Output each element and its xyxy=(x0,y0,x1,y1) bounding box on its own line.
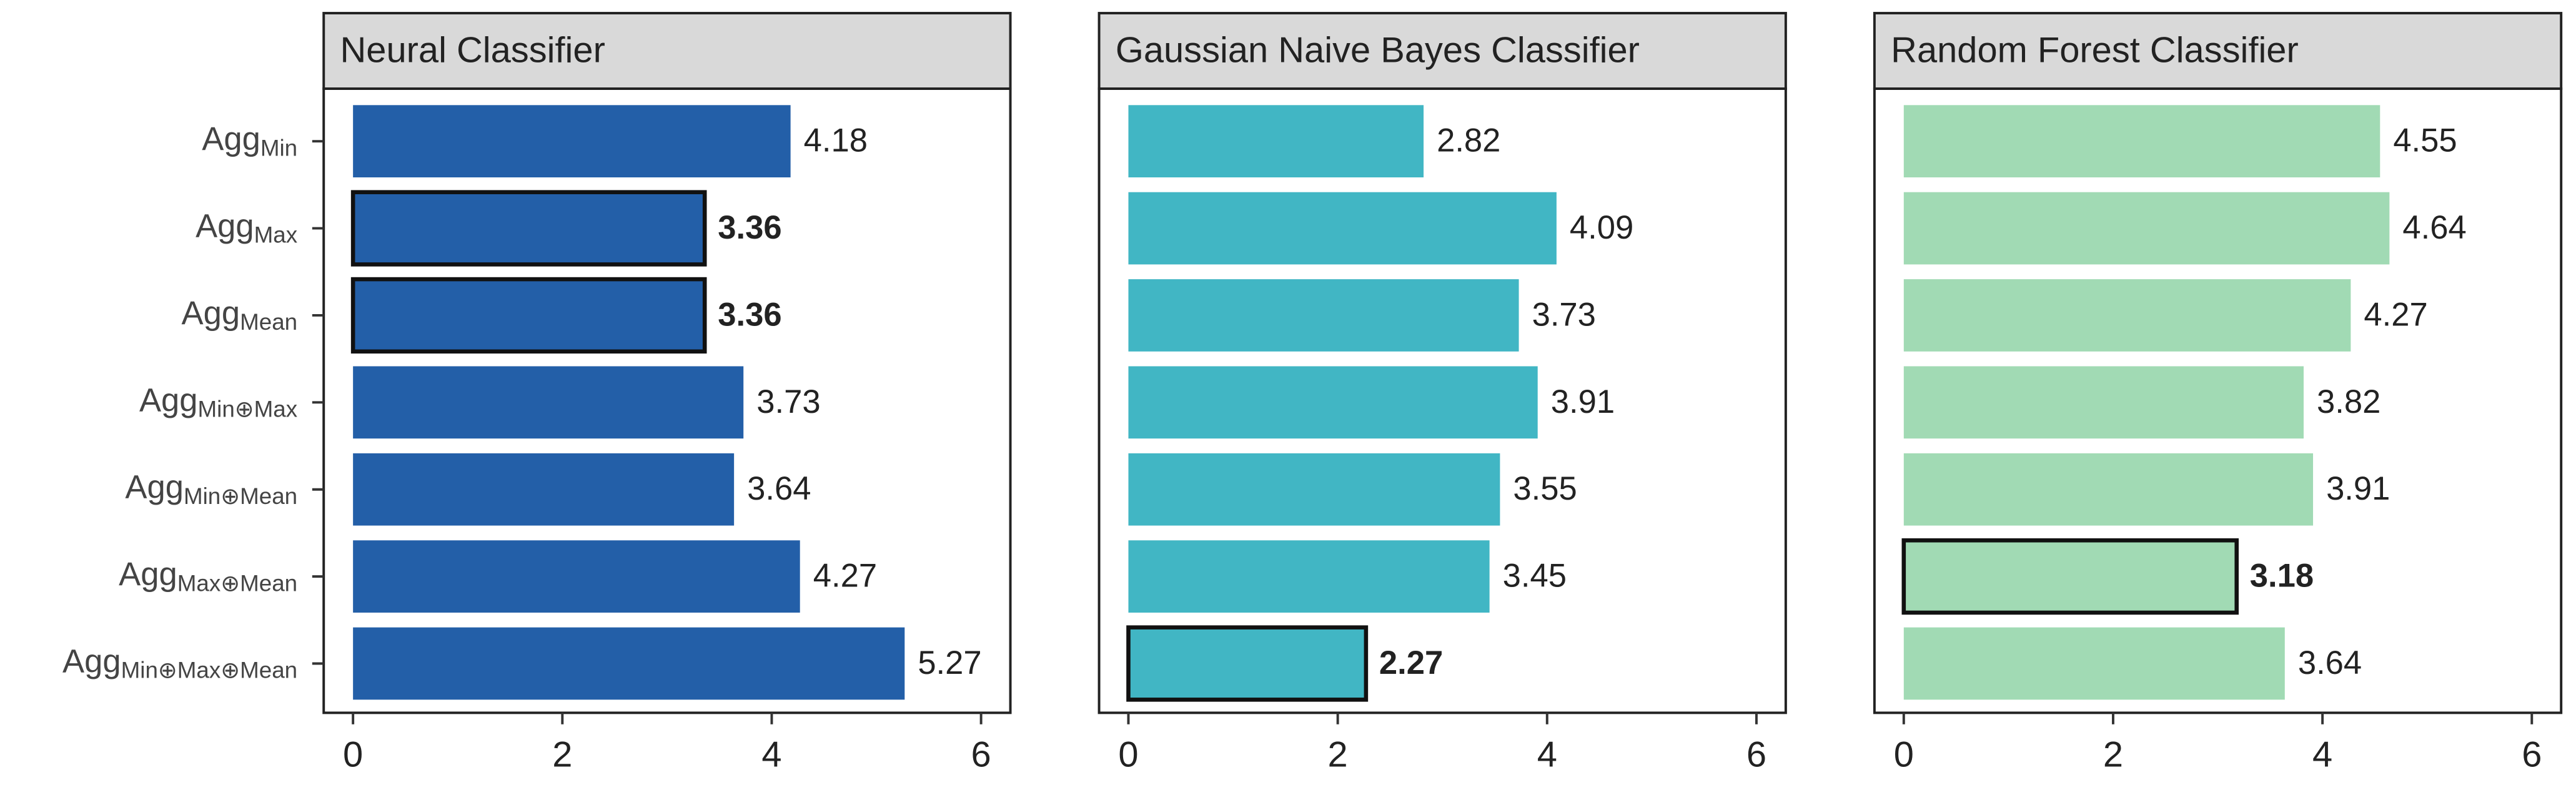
value-label: 3.36 xyxy=(718,296,781,333)
bar xyxy=(1126,625,1369,702)
bar xyxy=(1903,627,2285,700)
label-sub: Min xyxy=(260,135,297,160)
value-label: 3.55 xyxy=(1513,470,1577,507)
bar xyxy=(353,453,735,526)
bar xyxy=(1128,453,1500,526)
value-label: 3.64 xyxy=(747,470,811,507)
panel xyxy=(322,87,1012,714)
bar xyxy=(350,277,707,354)
bar xyxy=(1128,366,1538,439)
x-tick-label: 4 xyxy=(761,735,781,775)
x-tick-label: 4 xyxy=(1537,735,1557,775)
x-tick-label: 6 xyxy=(971,735,991,775)
value-label: 5.27 xyxy=(918,644,981,681)
label-sub: Min⊕Max⊕Mean xyxy=(121,657,298,683)
bar xyxy=(1901,538,2239,615)
y-tick-label: AggMin⊕Max xyxy=(139,382,297,422)
bar xyxy=(1128,192,1557,265)
x-tick-label: 2 xyxy=(1328,735,1348,775)
panel-title: Gaussian Naive Bayes Classifier xyxy=(1116,30,1640,70)
y-tick-label: AggMax⊕Mean xyxy=(119,556,297,596)
y-tick-label: AggMax xyxy=(196,207,297,247)
bar xyxy=(1128,540,1490,613)
y-tick-label: AggMin⊕Mean xyxy=(125,469,297,509)
label-sub: Max xyxy=(254,222,298,247)
value-label: 4.55 xyxy=(2393,122,2457,159)
value-label: 3.91 xyxy=(1551,383,1615,420)
label-base: Agg xyxy=(196,207,254,244)
bar xyxy=(1903,279,2351,352)
x-tick-label: 2 xyxy=(552,735,572,775)
label-base: Agg xyxy=(119,556,177,593)
panel-title: Neural Classifier xyxy=(340,30,605,70)
bar xyxy=(1903,453,2314,526)
label-sub: Mean xyxy=(240,309,297,335)
value-label: 3.18 xyxy=(2250,558,2314,595)
label-sub: Min⊕Mean xyxy=(184,483,297,509)
bar xyxy=(353,540,800,613)
value-label: 3.73 xyxy=(756,383,820,420)
strip xyxy=(1097,12,1787,90)
bar xyxy=(350,190,707,267)
x-tick-label: 0 xyxy=(1118,735,1138,775)
x-tick-label: 4 xyxy=(2312,735,2332,775)
value-label: 4.27 xyxy=(2364,296,2427,333)
x-tick-label: 0 xyxy=(1894,735,1914,775)
bar xyxy=(1903,192,2390,265)
value-label: 2.82 xyxy=(1437,122,1500,159)
y-tick-label: AggMin xyxy=(202,121,297,160)
value-label: 4.18 xyxy=(804,122,868,159)
y-tick-label: AggMin⊕Max⊕Mean xyxy=(62,643,297,683)
strip xyxy=(322,12,1012,90)
label-base: Agg xyxy=(202,121,260,157)
value-label: 4.27 xyxy=(813,558,877,595)
value-label: 3.73 xyxy=(1532,296,1596,333)
value-label: 3.64 xyxy=(2298,644,2362,681)
label-sub: Min⊕Max xyxy=(198,396,298,422)
x-tick-label: 0 xyxy=(343,735,363,775)
x-tick-label: 2 xyxy=(2103,735,2123,775)
bar xyxy=(1128,279,1519,352)
x-tick-label: 6 xyxy=(2522,735,2542,775)
bar xyxy=(1903,105,2380,178)
label-base: Agg xyxy=(182,295,240,332)
value-label: 4.09 xyxy=(1570,209,1633,246)
y-tick-label: AggMean xyxy=(182,295,298,335)
value-label: 3.36 xyxy=(718,209,781,246)
panel xyxy=(1097,87,1787,714)
value-label: 3.45 xyxy=(1503,558,1567,595)
label-base: Agg xyxy=(139,382,198,418)
value-label: 4.64 xyxy=(2402,209,2466,246)
value-label: 3.91 xyxy=(2326,470,2390,507)
value-label: 3.82 xyxy=(2317,383,2380,420)
bar xyxy=(1128,105,1424,178)
label-base: Agg xyxy=(62,643,121,679)
bar xyxy=(353,366,744,439)
bar xyxy=(353,627,905,700)
x-tick-label: 6 xyxy=(1746,735,1766,775)
label-base: Agg xyxy=(125,469,184,506)
panel-title: Random Forest Classifier xyxy=(1891,30,2299,70)
label-sub: Max⊕Mean xyxy=(177,570,297,596)
bar xyxy=(353,105,791,178)
panel xyxy=(1873,87,2563,714)
value-label: 2.27 xyxy=(1379,644,1443,681)
bar xyxy=(1903,366,2304,439)
